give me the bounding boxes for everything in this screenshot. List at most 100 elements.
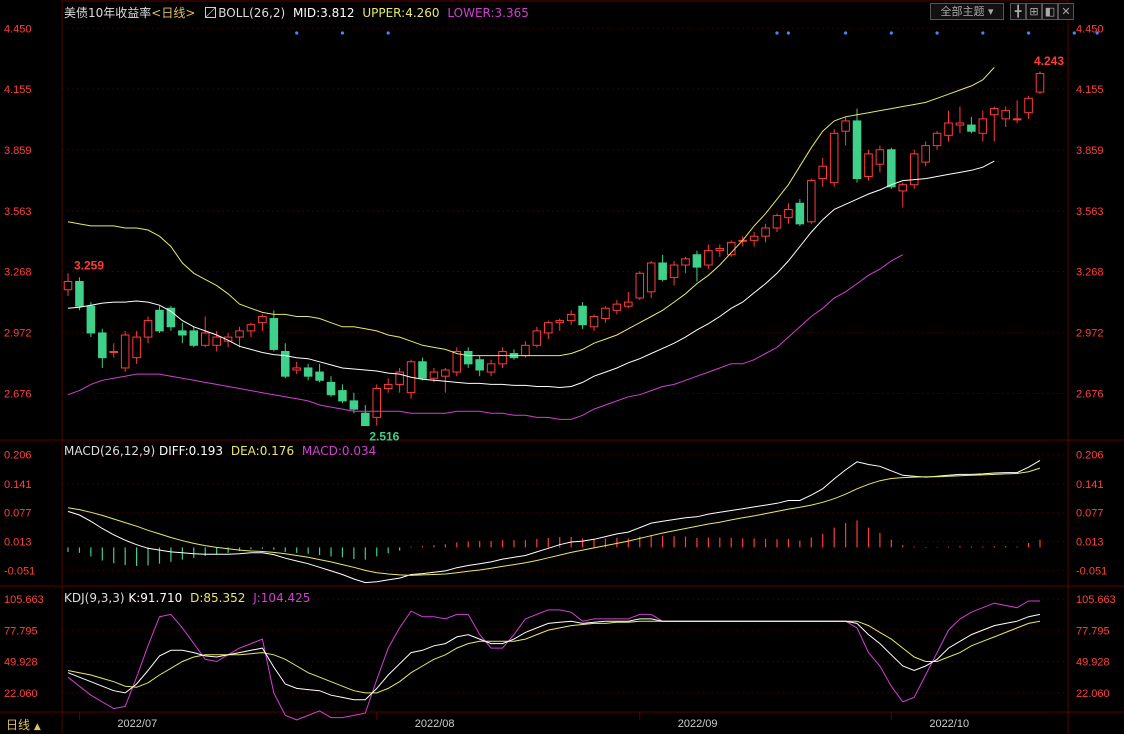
crosshair-button[interactable]: ╋ xyxy=(1010,3,1026,20)
y-tick-label-left: 3.563 xyxy=(4,206,32,218)
candle-body xyxy=(372,388,382,418)
x-tick-label: 2022/07 xyxy=(117,718,157,730)
candle-body xyxy=(441,369,450,377)
candle-body xyxy=(646,262,656,293)
candle-body xyxy=(315,371,324,381)
kdj-tick-label-left: 49.928 xyxy=(4,657,38,669)
candle-body xyxy=(932,132,942,147)
candle-body xyxy=(658,262,667,280)
plot-frame xyxy=(61,0,1069,713)
candle-body xyxy=(669,264,679,278)
period-selector-label: 日线 xyxy=(6,718,31,732)
candle-body xyxy=(395,371,404,385)
event-dot xyxy=(1026,31,1031,35)
candle-body xyxy=(772,215,782,229)
candle-body xyxy=(555,320,564,324)
kdj-tick-label-left: 105.663 xyxy=(4,594,44,606)
kdj-d-value: D:85.352 xyxy=(190,591,246,605)
candle-body xyxy=(120,334,130,369)
macd-tick-label-left: 0.206 xyxy=(4,450,32,462)
candle-body xyxy=(967,124,976,132)
candle-body xyxy=(589,315,599,328)
candle-body xyxy=(98,332,107,359)
kdj-tick-label-right: 22.060 xyxy=(1076,688,1110,700)
macd-tick-label-left: 0.013 xyxy=(4,537,32,549)
candle-body xyxy=(521,344,530,357)
boll-mid-line xyxy=(67,160,995,389)
macd-tick-label-right: 0.013 xyxy=(1076,537,1104,549)
candle-body xyxy=(246,324,256,332)
kdj-j-value: J:104.425 xyxy=(253,591,311,605)
candle-body xyxy=(326,381,336,396)
kdj-j-line xyxy=(67,600,1040,721)
event-dot xyxy=(1072,31,1076,35)
y-tick-label-left: 2.972 xyxy=(4,328,32,340)
close-button[interactable]: ✕ xyxy=(1058,3,1074,20)
high-annotation: 4.243 xyxy=(1034,54,1064,68)
kdj-layer xyxy=(67,600,1041,721)
candle-body xyxy=(692,254,702,268)
macd-tick-label-right: -0.051 xyxy=(1076,565,1107,577)
candle-body xyxy=(601,307,610,320)
candle-body xyxy=(155,309,164,332)
candle-body xyxy=(978,118,988,134)
low-annotation: 2.516 xyxy=(369,429,399,443)
candle-body xyxy=(898,184,908,192)
candle-body xyxy=(280,350,290,377)
candle-body xyxy=(109,350,119,353)
candle-body xyxy=(349,400,359,410)
expand-button[interactable]: ◧ xyxy=(1042,3,1058,20)
event-dot xyxy=(981,31,985,35)
candle-body xyxy=(86,305,96,334)
theme-select-label: 全部主题 xyxy=(940,5,985,18)
event-dot xyxy=(775,31,779,35)
candle-body xyxy=(635,272,645,299)
candle-body xyxy=(818,165,828,180)
kdj-tick-label-right: 49.928 xyxy=(1076,657,1110,669)
axes-layer: 4.450 4.450 4.155 4.155 3.859 3.859 3.563 3.563… xyxy=(4,23,1116,730)
x-tick-label: 2022/10 xyxy=(929,718,969,730)
chart-title: 美债10年收益率 xyxy=(64,6,152,20)
candle-body xyxy=(544,322,553,334)
y-tick-label-left: 2.676 xyxy=(4,388,32,400)
boll-lower-value: LOWER:3.365 xyxy=(447,6,529,20)
theme-select-button[interactable]: 全部主题 ▾ xyxy=(930,3,1004,20)
macd-dea-value: DEA:0.176 xyxy=(230,444,295,458)
candle-body xyxy=(681,258,690,266)
y-tick-label-left: 3.859 xyxy=(4,145,32,157)
boll-lower-line xyxy=(67,254,904,420)
boll-layer: 4.243 2.516 3.259 xyxy=(67,31,1099,443)
period-selector[interactable]: 日线 ▲ xyxy=(6,716,41,733)
candle-body xyxy=(989,108,999,116)
event-dot xyxy=(340,31,345,35)
candle-body xyxy=(864,153,873,178)
candle-body xyxy=(704,250,713,266)
macd-tick-label-left: -0.051 xyxy=(4,565,35,577)
x-tick-label: 2022/09 xyxy=(678,718,718,730)
kdj-tick-label-right: 105.663 xyxy=(1076,594,1116,606)
candle-body xyxy=(463,350,473,365)
candle-body xyxy=(624,301,633,307)
candle-body xyxy=(189,330,199,346)
candle-body xyxy=(841,120,850,132)
boll-icon xyxy=(205,7,217,18)
candle-body xyxy=(303,367,313,377)
grid-button[interactable]: ⊞ xyxy=(1026,3,1042,20)
candle-body xyxy=(749,235,759,241)
candle-body xyxy=(63,280,73,291)
macd-tick-label-left: 0.077 xyxy=(4,508,32,520)
candle-body xyxy=(223,336,233,342)
candle-body xyxy=(944,122,953,136)
candle-body xyxy=(143,320,153,338)
macd-dea-line xyxy=(67,467,1041,576)
candle-body xyxy=(269,318,279,350)
macd-tick-label-right: 0.077 xyxy=(1076,508,1104,520)
expand-icon: ◧ xyxy=(1044,5,1056,18)
triangle-up-icon: ▲ xyxy=(33,722,41,732)
candle-body xyxy=(1012,118,1022,121)
kdj-title: KDJ(9,3,3) xyxy=(64,591,125,605)
macd-tick-label-left: 0.141 xyxy=(4,479,32,491)
event-dot xyxy=(386,31,390,35)
chevron-down-icon: ▾ xyxy=(987,5,994,18)
y-tick-label-right: 2.676 xyxy=(1076,388,1104,400)
